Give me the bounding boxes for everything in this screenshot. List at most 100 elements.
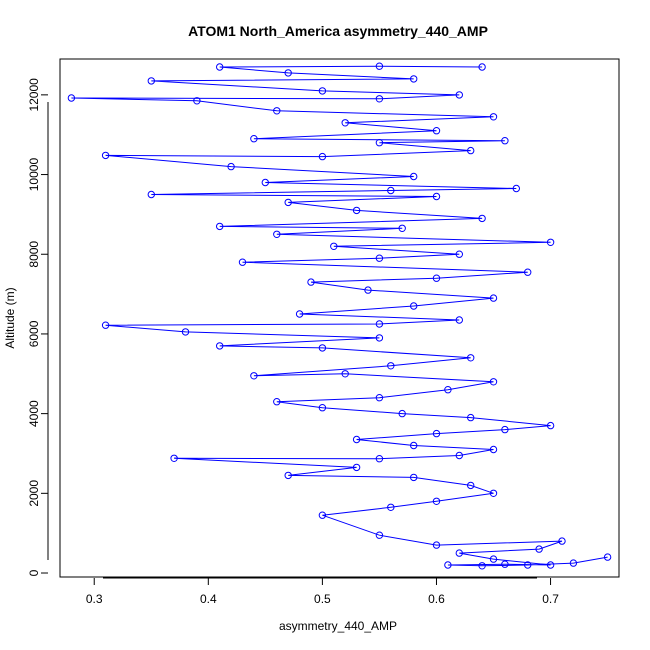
data-point: [101, 151, 110, 160]
x-axis-label: asymmetry_440_AMP: [279, 619, 397, 633]
data-point: [227, 162, 235, 171]
data-point: [375, 254, 384, 262]
data-point: [318, 511, 327, 519]
series-points: [67, 62, 612, 570]
data-point: [398, 409, 406, 418]
data-point: [101, 321, 110, 329]
data-point: [546, 561, 555, 569]
data-point: [284, 69, 292, 77]
data-point: [432, 274, 441, 282]
data-point: [501, 137, 509, 145]
data-point: [467, 146, 475, 155]
data-point: [307, 278, 315, 286]
data-point: [467, 413, 475, 422]
data-point: [318, 344, 327, 352]
data-point: [273, 107, 281, 115]
data-point: [295, 310, 304, 318]
data-point: [489, 555, 498, 563]
x-axis: 0.3 0.4 0.5 0.6 0.7: [86, 577, 559, 606]
data-point: [387, 503, 395, 511]
data-point: [501, 425, 509, 434]
data-point: [284, 198, 292, 207]
y-tick-label: 2000: [27, 480, 41, 507]
y-tick-label: 6000: [27, 320, 41, 347]
y-tick-label: 8000: [27, 241, 41, 268]
data-point: [375, 139, 384, 147]
data-point: [478, 63, 486, 71]
data-point: [455, 91, 463, 99]
data-point: [375, 95, 384, 103]
data-point: [410, 441, 418, 450]
data-point: [410, 172, 418, 181]
data-point: [352, 435, 361, 444]
data-point: [489, 378, 498, 386]
data-point: [216, 63, 224, 71]
x-tick-label: 0.5: [314, 592, 331, 606]
data-point: [318, 404, 327, 412]
data-point: [375, 455, 384, 463]
data-point: [455, 451, 463, 460]
data-point: [170, 454, 178, 462]
data-point: [546, 238, 555, 247]
data-point: [410, 302, 418, 310]
data-point: [489, 113, 498, 121]
data-point: [67, 94, 76, 102]
data-point: [181, 328, 190, 336]
data-point: [569, 559, 578, 567]
data-point: [273, 230, 281, 239]
data-point: [546, 421, 555, 430]
data-point: [489, 294, 498, 302]
data-point: [512, 184, 520, 193]
data-point: [432, 127, 441, 135]
plot-frame: [59, 58, 620, 578]
data-point: [318, 87, 327, 95]
data-point: [558, 537, 566, 545]
data-point: [455, 549, 463, 557]
data-point: [432, 497, 441, 505]
data-point: [261, 178, 269, 187]
data-point: [341, 370, 349, 378]
data-point: [432, 192, 441, 201]
data-point: [444, 561, 452, 569]
data-point: [341, 119, 349, 127]
data-point: [398, 224, 406, 233]
data-point: [250, 135, 258, 143]
data-point: [455, 316, 463, 324]
y-tick-label: 0: [27, 569, 41, 576]
data-point: [284, 471, 292, 480]
data-point: [250, 372, 258, 380]
data-point: [273, 398, 281, 406]
data-point: [410, 473, 418, 482]
data-point: [364, 286, 372, 294]
data-point: [330, 242, 338, 251]
data-point: [603, 553, 612, 561]
data-point: [478, 562, 486, 570]
data-point: [318, 152, 327, 161]
data-point: [147, 77, 156, 85]
data-point: [216, 342, 224, 350]
y-tick-label: 12000: [27, 78, 41, 112]
data-point: [432, 541, 441, 549]
y-tick-label: 4000: [27, 400, 41, 427]
data-point: [147, 190, 156, 199]
data-point: [352, 463, 361, 472]
data-point: [535, 545, 543, 553]
data-point: [238, 258, 247, 266]
data-point: [375, 394, 384, 402]
data-point: [216, 222, 224, 231]
data-point: [432, 429, 441, 438]
data-point: [193, 97, 201, 105]
data-point: [524, 268, 532, 276]
data-point: [410, 75, 418, 83]
data-point: [387, 362, 395, 370]
data-point: [375, 531, 384, 539]
data-point: [489, 489, 498, 497]
data-point: [478, 214, 486, 223]
chart-title: ATOM1 North_America asymmetry_440_AMP: [188, 23, 488, 39]
data-point: [501, 560, 509, 568]
data-point: [524, 561, 532, 569]
y-tick-label: 10000: [27, 158, 41, 192]
x-tick-label: 0.7: [542, 592, 559, 606]
